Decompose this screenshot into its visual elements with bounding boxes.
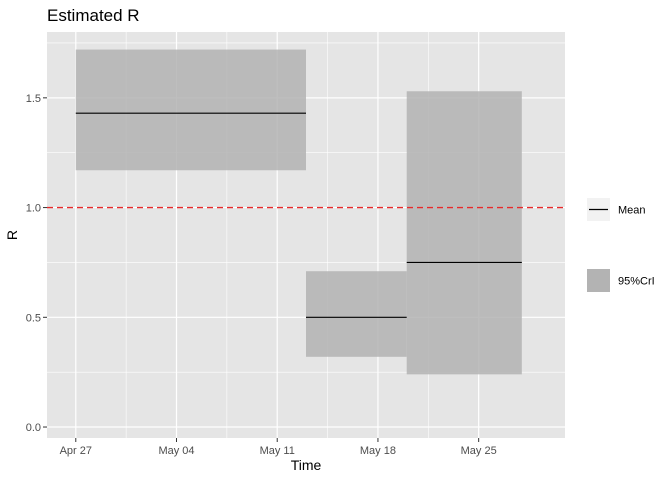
y-axis-title: R xyxy=(4,230,20,240)
mean-lines xyxy=(75,112,522,318)
chart-title: Estimated R xyxy=(47,6,140,25)
y-tick-label: 0.0 xyxy=(26,422,41,434)
legend-label: 95%CrI xyxy=(618,276,655,288)
x-tick-label: May 04 xyxy=(158,445,194,457)
ci-band-3 xyxy=(406,91,522,375)
legend-item-mean: Mean xyxy=(587,198,646,221)
x-tick-label: May 11 xyxy=(260,445,295,457)
legend: Mean 95%CrI xyxy=(587,198,655,292)
y-tick-label: 1.0 xyxy=(26,203,41,215)
ci-band-1 xyxy=(75,49,307,171)
ci-band-2 xyxy=(306,271,407,357)
x-axis-title: Time xyxy=(291,457,322,473)
x-tick-label: May 18 xyxy=(360,445,396,457)
x-tick-label: May 25 xyxy=(461,445,497,457)
legend-key-band xyxy=(587,269,610,292)
axis-ticks: 0.0 0.5 1.0 1.5 Apr 27 May 04 May 11 May 18 May … xyxy=(26,93,497,457)
x-tick-label: Apr 27 xyxy=(60,445,92,457)
credible-interval-bands xyxy=(75,49,522,375)
legend-label: Mean xyxy=(618,205,646,217)
y-tick-label: 0.5 xyxy=(26,312,41,324)
y-tick-label: 1.5 xyxy=(26,93,41,105)
legend-item-95-cri: 95%CrI xyxy=(587,269,655,292)
